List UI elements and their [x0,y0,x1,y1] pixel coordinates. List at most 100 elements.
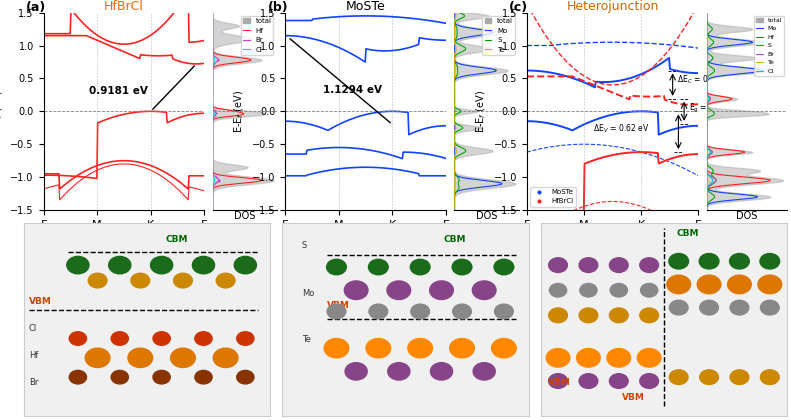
Circle shape [760,370,779,384]
Circle shape [550,284,566,297]
Circle shape [150,256,172,274]
X-axis label: DOS: DOS [475,211,497,221]
Circle shape [640,308,659,323]
Circle shape [494,259,513,275]
Text: (a): (a) [26,1,47,14]
Title: MoSTe: MoSTe [346,0,385,13]
Circle shape [237,370,254,384]
Circle shape [491,339,517,358]
X-axis label: DOS: DOS [736,211,758,221]
Circle shape [640,374,659,388]
Circle shape [452,304,471,319]
Circle shape [408,339,433,358]
Circle shape [549,258,567,273]
Circle shape [450,339,475,358]
Title: Heterojunction: Heterojunction [566,0,659,13]
Circle shape [430,281,453,299]
Circle shape [641,284,658,297]
Circle shape [128,348,153,368]
Circle shape [214,348,238,368]
Title: HfBrCl: HfBrCl [104,0,144,13]
Text: Hf: Hf [28,351,38,360]
Legend: total, Mo, S, Te: total, Mo, S, Te [483,16,515,55]
Circle shape [70,370,86,384]
Circle shape [153,370,170,384]
Text: ΔE$_V$ = 0.62 eV: ΔE$_V$ = 0.62 eV [592,122,649,134]
Circle shape [387,281,411,299]
Circle shape [700,300,718,315]
Circle shape [344,281,368,299]
Circle shape [730,300,749,315]
Circle shape [327,259,346,275]
Circle shape [697,275,721,294]
Circle shape [577,349,600,367]
Circle shape [171,348,195,368]
Circle shape [607,349,630,367]
Circle shape [112,332,128,345]
Circle shape [89,273,107,288]
Circle shape [192,256,214,274]
Circle shape [494,304,513,319]
Circle shape [730,370,749,384]
Circle shape [234,256,256,274]
Text: VBM: VBM [622,394,645,402]
Circle shape [667,275,691,294]
Circle shape [547,349,570,367]
Legend: total, Hf, Br, Cl: total, Hf, Br, Cl [240,16,274,55]
Circle shape [580,284,597,297]
Circle shape [638,349,661,367]
Circle shape [173,273,192,288]
Text: Mo: Mo [302,289,314,298]
Circle shape [472,281,496,299]
Circle shape [345,363,367,380]
Y-axis label: E-E$_f$ (eV): E-E$_f$ (eV) [0,90,5,133]
Circle shape [324,339,349,358]
Y-axis label: E-E$_f$ (eV): E-E$_f$ (eV) [475,90,488,133]
Text: 0.9181 eV: 0.9181 eV [89,86,148,96]
Text: VBM: VBM [28,297,51,306]
Circle shape [729,254,749,269]
Text: CBM: CBM [444,235,466,244]
Text: Te: Te [302,336,311,344]
Circle shape [669,254,688,269]
Text: (c): (c) [509,1,528,14]
Text: Br: Br [28,378,38,387]
Text: (b): (b) [268,1,289,14]
Circle shape [369,259,388,275]
Circle shape [216,273,235,288]
Circle shape [85,348,110,368]
Circle shape [758,275,782,294]
Circle shape [327,304,346,319]
Circle shape [579,258,598,273]
Circle shape [70,332,86,345]
Circle shape [760,254,780,269]
Circle shape [699,254,719,269]
Circle shape [728,275,751,294]
Circle shape [108,256,131,274]
Circle shape [579,308,598,323]
Text: Cl: Cl [28,324,37,333]
Circle shape [388,363,410,380]
Text: 1.1294 eV: 1.1294 eV [323,85,382,95]
Circle shape [411,259,430,275]
Circle shape [609,258,628,273]
Circle shape [112,370,128,384]
Circle shape [549,374,567,388]
Circle shape [452,259,472,275]
Text: ΔE$_C$ = 0.43 eV: ΔE$_C$ = 0.43 eV [677,74,734,86]
Y-axis label: E-E$_f$ (eV): E-E$_f$ (eV) [233,90,246,133]
Circle shape [700,370,718,384]
Circle shape [640,258,659,273]
Circle shape [195,332,212,345]
Circle shape [609,374,628,388]
Circle shape [549,308,567,323]
Circle shape [669,300,688,315]
X-axis label: DOS: DOS [234,211,255,221]
Circle shape [669,370,688,384]
Text: VBM: VBM [548,378,571,387]
Text: CBM: CBM [165,235,187,244]
Circle shape [609,308,628,323]
Circle shape [760,300,779,315]
Circle shape [579,374,598,388]
Text: VBM: VBM [327,301,350,310]
